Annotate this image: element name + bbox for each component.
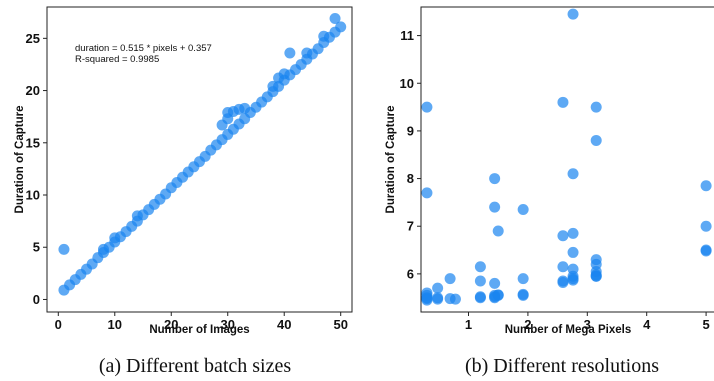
data-point — [517, 289, 529, 301]
plot-frame — [46, 6, 353, 313]
x-axis-title: Number of Mega Pixels — [505, 324, 632, 336]
data-point — [432, 293, 444, 305]
data-point — [567, 168, 579, 180]
x-tick-label: 3 — [584, 317, 591, 332]
data-point — [278, 68, 290, 80]
scatter-plot-resolutions: 1 2 3 4 5 6 7 8 9 10 11 Number of Mega Pixels Dura… — [385, 6, 714, 336]
data-point — [109, 232, 121, 244]
data-point — [492, 225, 504, 237]
x-axis-title: Number of Images — [149, 324, 249, 336]
data-point — [590, 134, 602, 146]
plot-frame — [420, 6, 714, 313]
caption-b: (b) Different resolutions — [465, 355, 659, 377]
data-point — [239, 102, 251, 114]
data-point — [590, 270, 602, 282]
y-tick-label: 6 — [407, 266, 414, 281]
data-point — [432, 282, 444, 294]
data-point — [421, 294, 433, 306]
y-tick-label: 11 — [400, 28, 414, 43]
data-point — [517, 204, 529, 216]
data-point — [329, 12, 341, 24]
y-axis-title: Duration of Capture — [385, 106, 397, 214]
data-point — [557, 230, 569, 242]
data-point — [700, 220, 712, 232]
data-point — [267, 80, 279, 92]
x-tick-label: 40 — [277, 317, 291, 332]
data-point — [489, 277, 501, 289]
data-point — [58, 243, 70, 255]
x-tick-label: 1 — [465, 317, 472, 332]
data-point — [474, 261, 486, 273]
y-tick-label: 25 — [26, 31, 40, 46]
data-point — [492, 289, 504, 301]
tick-group: 0 10 20 30 40 50 0 5 10 15 20 25 — [26, 31, 348, 332]
y-tick-label: 8 — [407, 171, 414, 186]
r-squared-label: R-squared = 0.9985 — [75, 54, 159, 65]
y-tick-label: 5 — [33, 240, 40, 255]
data-point — [335, 21, 347, 33]
data-point — [489, 201, 501, 213]
y-tick-label: 9 — [407, 123, 414, 138]
x-tick-label: 30 — [221, 317, 235, 332]
data-point — [421, 187, 433, 199]
x-tick-label: 0 — [55, 317, 62, 332]
y-tick-label: 7 — [407, 219, 414, 234]
y-tick-label: 10 — [400, 76, 414, 91]
data-point — [97, 243, 109, 255]
data-point — [449, 293, 461, 305]
data-point — [474, 292, 486, 304]
x-tick-label: 10 — [108, 317, 122, 332]
y-axis-title: Duration of Capture — [14, 106, 26, 214]
tick-group: 1 2 3 4 5 6 7 8 9 10 11 — [400, 28, 710, 332]
y-tick-label: 0 — [33, 292, 40, 307]
data-point — [318, 30, 330, 42]
x-tick-label: 4 — [643, 317, 651, 332]
data-point — [557, 261, 569, 273]
data-point — [557, 276, 569, 288]
data-point — [301, 47, 313, 59]
data-point — [567, 227, 579, 239]
x-tick-label: 2 — [524, 317, 531, 332]
y-tick-label: 15 — [26, 135, 40, 150]
data-point — [567, 8, 579, 20]
x-tick-label: 5 — [702, 317, 709, 332]
data-point — [557, 96, 569, 108]
data-point — [284, 47, 296, 59]
y-tick-label: 10 — [26, 188, 40, 203]
data-point — [567, 274, 579, 286]
data-point — [567, 246, 579, 258]
data-point — [517, 273, 529, 285]
caption-a: (a) Different batch sizes — [99, 355, 292, 377]
data-point — [700, 245, 712, 257]
x-tick-label: 20 — [164, 317, 178, 332]
data-point — [700, 180, 712, 192]
point-group — [421, 8, 712, 306]
data-point — [444, 273, 456, 285]
data-point — [131, 210, 143, 222]
data-point — [421, 101, 433, 113]
y-tick-label: 20 — [26, 83, 40, 98]
x-tick-label: 50 — [333, 317, 347, 332]
regression-equation: duration = 0.515 * pixels + 0.357 — [75, 43, 212, 54]
data-point — [489, 173, 501, 185]
scatter-plot-batch-sizes: 0 10 20 30 40 50 0 5 10 15 20 25 duration = 0.515 *… — [14, 6, 353, 336]
data-point — [590, 101, 602, 113]
point-group — [58, 12, 347, 296]
data-point — [474, 275, 486, 287]
